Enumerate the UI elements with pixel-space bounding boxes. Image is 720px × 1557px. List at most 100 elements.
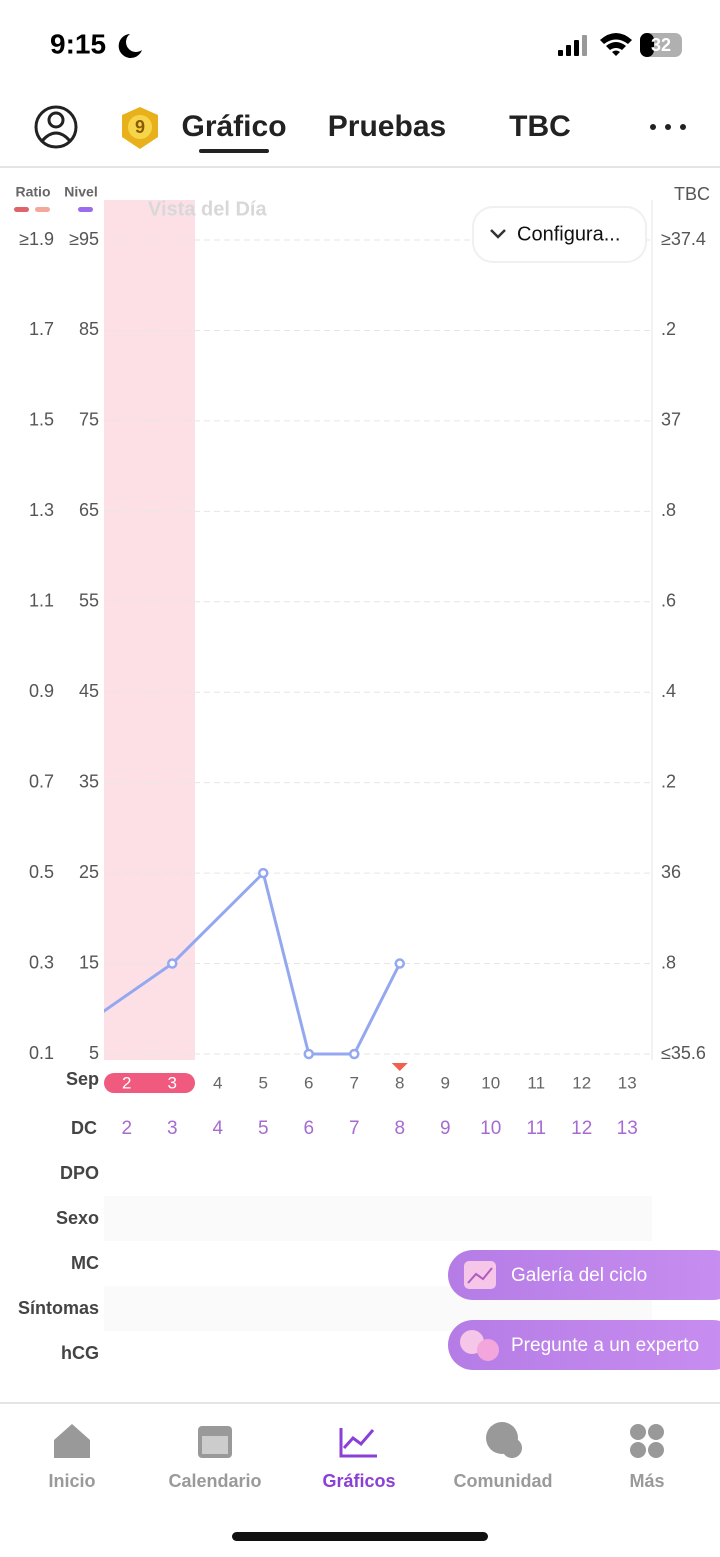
gallery-button-label: Galería del ciclo [511,1265,647,1286]
y-tick-label: 85 [79,319,99,339]
wifi-icon [600,33,632,56]
ratio-tick-label: 0.9 [29,681,54,701]
y2-tick-label: .6 [661,591,676,611]
settings-button-label: Configura... [517,223,620,245]
day-label: 3 [168,1073,177,1092]
y2-tick-label: .4 [661,681,676,701]
month-label: Sep [66,1069,99,1089]
badge-coin [128,115,152,139]
period-band [104,200,150,1060]
level-point [77,1023,85,1031]
settings-button-bg [472,206,647,263]
period-band [149,200,195,1060]
cycle-day-label: 7 [349,1118,360,1139]
nav-icons [54,1422,664,1458]
y2-tick-label: .8 [661,952,676,972]
row-label: Sexo [56,1208,99,1228]
day-label: 2 [122,1073,131,1092]
cycle-day-label: 6 [303,1118,314,1139]
day-label: 6 [304,1073,313,1092]
y-tick-label: 75 [79,410,99,430]
y2-tick-label: 36 [661,862,681,882]
legend-swatch [14,207,29,212]
level-point [303,1048,314,1060]
chevron-icon [490,229,506,239]
annotation: Vista del Día [148,198,267,220]
tab[interactable]: TBC [509,110,571,143]
home-indicator [232,1532,488,1541]
moon-icon [118,34,142,58]
ratio-tick-label: 1.1 [29,591,54,611]
level-line [104,870,402,1056]
today-marker [391,1063,408,1071]
y2-tick-label: ≤35.6 [661,1043,706,1063]
expert-button-label: Pregunte a un experto [511,1335,699,1356]
badge-number: 9 [135,117,145,137]
y2-tick-label: 37 [661,410,681,430]
row-label: DPO [60,1163,99,1183]
cycle-day-label: 11 [526,1118,546,1139]
y2-axis-label: TBC [674,184,710,204]
cycle-day-label: 4 [212,1118,223,1139]
ratio-tick-label: 1.3 [29,500,54,520]
day-label: 9 [441,1073,450,1092]
y-tick-label: 65 [79,500,99,520]
signal-icon [558,35,587,56]
expert-button[interactable]: Pregunte a un experto [448,1320,720,1370]
ratio-tick-label: 0.1 [29,1043,54,1063]
level-point [349,1048,360,1060]
cycle-label: DC [71,1118,97,1138]
nav-item[interactable]: Calendario [168,1471,261,1491]
y-tick-label: 15 [79,952,99,972]
y-tick-label: 5 [89,1043,99,1063]
cycle-day-label: 3 [167,1118,178,1139]
day-label: 12 [572,1073,591,1092]
level-point [258,867,269,879]
nav-item[interactable]: Gráficos [322,1471,395,1491]
y-tick-label: 55 [79,591,99,611]
cycle-day-label: 10 [480,1118,501,1139]
level-point [167,958,178,969]
settings-button[interactable]: Configura... [472,206,647,263]
tab[interactable]: Pruebas [328,110,446,143]
day-label: 13 [618,1073,637,1092]
ratio-tick-label: 0.3 [29,952,54,972]
row-label: MC [71,1253,99,1273]
series [77,867,405,1060]
level-point [394,958,405,969]
row-label: Síntomas [18,1298,99,1318]
cycle-day-label: 9 [440,1118,451,1139]
y2-tick-label: .2 [661,771,676,791]
nav-item[interactable]: Inicio [48,1471,95,1491]
cycle-day-label: 12 [571,1118,592,1139]
battery-text: 32 [651,35,671,55]
ratio-tick-label: 0.7 [29,771,54,791]
gallery-button[interactable]: Galería del ciclo [448,1250,720,1300]
profile-button[interactable] [34,105,78,149]
legend-swatch [35,207,50,212]
row-label: hCG [61,1343,99,1363]
cycle-day-label: 2 [121,1118,132,1139]
cycle-day-label: 13 [617,1118,638,1139]
level-axis-label: Nivel [64,184,97,200]
ratio-tick-label: 0.5 [29,862,54,882]
y2-tick-label: ≥37.4 [661,229,706,249]
cycle-day-label: 8 [394,1118,405,1139]
day-label: 4 [213,1073,222,1092]
day-label: 8 [395,1073,404,1092]
y2-tick-label: .8 [661,500,676,520]
ratio-tick-label: 1.5 [29,410,54,430]
nav-item[interactable]: Comunidad [454,1471,553,1491]
nav-item[interactable]: Más [629,1471,664,1491]
period-pill [104,1073,195,1093]
y-tick-label: ≥95 [69,229,99,249]
tab-underline [199,149,269,153]
ratio-tick-label: ≥1.9 [19,229,54,249]
status-time: 9:15 [50,28,106,59]
y-tick-label: 35 [79,771,99,791]
y-tick-label: 25 [79,862,99,882]
more-menu[interactable] [650,124,686,130]
y-tick-label: 45 [79,681,99,701]
tab[interactable]: Gráfico [181,110,286,143]
